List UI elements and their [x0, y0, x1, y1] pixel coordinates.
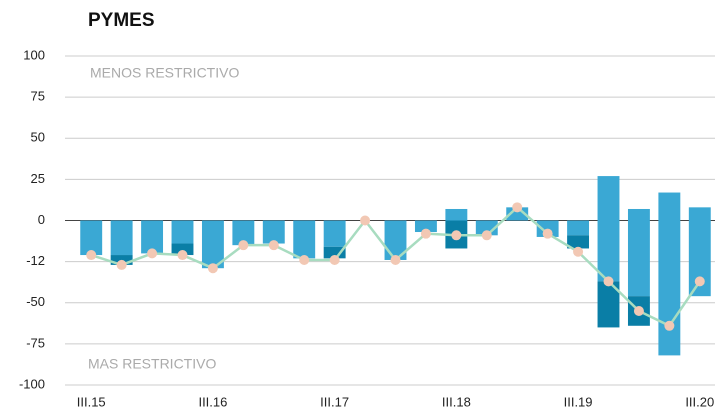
bar: [688, 207, 711, 221]
bar: [201, 220, 224, 269]
line-marker: [238, 240, 249, 251]
line-marker: [390, 254, 401, 265]
bar: [658, 192, 681, 221]
line-marker: [420, 228, 431, 239]
bar: [110, 220, 133, 256]
line-marker: [177, 250, 188, 261]
line-marker: [481, 230, 492, 241]
bar: [171, 220, 194, 244]
bar: [323, 246, 346, 259]
line-marker: [664, 320, 675, 331]
y-tick-label: 100: [23, 47, 45, 62]
bar: [262, 220, 285, 244]
bar: [80, 220, 103, 256]
bar: [627, 220, 650, 297]
bar: [323, 220, 346, 247]
line-marker: [694, 276, 705, 287]
line-marker: [573, 246, 584, 257]
y-tick-label: 50: [31, 130, 45, 145]
x-tick-label: III.20: [685, 394, 714, 409]
bar: [597, 176, 620, 221]
line-marker: [542, 228, 553, 239]
bar: [567, 235, 590, 249]
y-tick-label: -12: [26, 253, 45, 268]
y-tick-label: -50: [26, 294, 45, 309]
annotation: MAS RESTRICTIVO: [88, 356, 216, 372]
bar: [688, 220, 711, 297]
x-tick-label: III.18: [442, 394, 471, 409]
x-tick-label: III.17: [320, 394, 349, 409]
bar: [445, 208, 468, 221]
bar: [293, 220, 316, 259]
line-marker: [603, 276, 614, 287]
bar: [597, 220, 620, 282]
line-marker: [86, 250, 97, 261]
bar: [232, 220, 255, 246]
line-marker: [268, 240, 279, 251]
line-marker: [116, 259, 127, 270]
bar: [414, 220, 437, 233]
line-marker: [360, 215, 371, 226]
x-tick-label: III.16: [198, 394, 227, 409]
annotation: MENOS RESTRICTIVO: [90, 65, 239, 81]
line-marker: [633, 305, 644, 316]
bar: [658, 220, 681, 356]
bar: [141, 220, 164, 254]
line-marker: [299, 254, 310, 265]
y-tick-label: 75: [31, 89, 45, 104]
line-marker: [207, 263, 218, 274]
y-tick-label: -100: [19, 376, 45, 391]
line-marker: [451, 230, 462, 241]
line-marker: [512, 202, 523, 213]
y-tick-label: -75: [26, 335, 45, 350]
x-tick-label: III.19: [564, 394, 593, 409]
chart-title: PYMES: [88, 10, 155, 31]
y-tick-label: 0: [38, 212, 45, 227]
line-marker: [147, 248, 158, 259]
bar: [384, 220, 407, 260]
bar: [171, 243, 194, 256]
line-marker: [329, 254, 340, 265]
bar: [597, 281, 620, 328]
bar: [567, 220, 590, 236]
x-tick-label: III.15: [77, 394, 106, 409]
bar: [627, 208, 650, 221]
y-tick-label: 25: [31, 171, 45, 186]
